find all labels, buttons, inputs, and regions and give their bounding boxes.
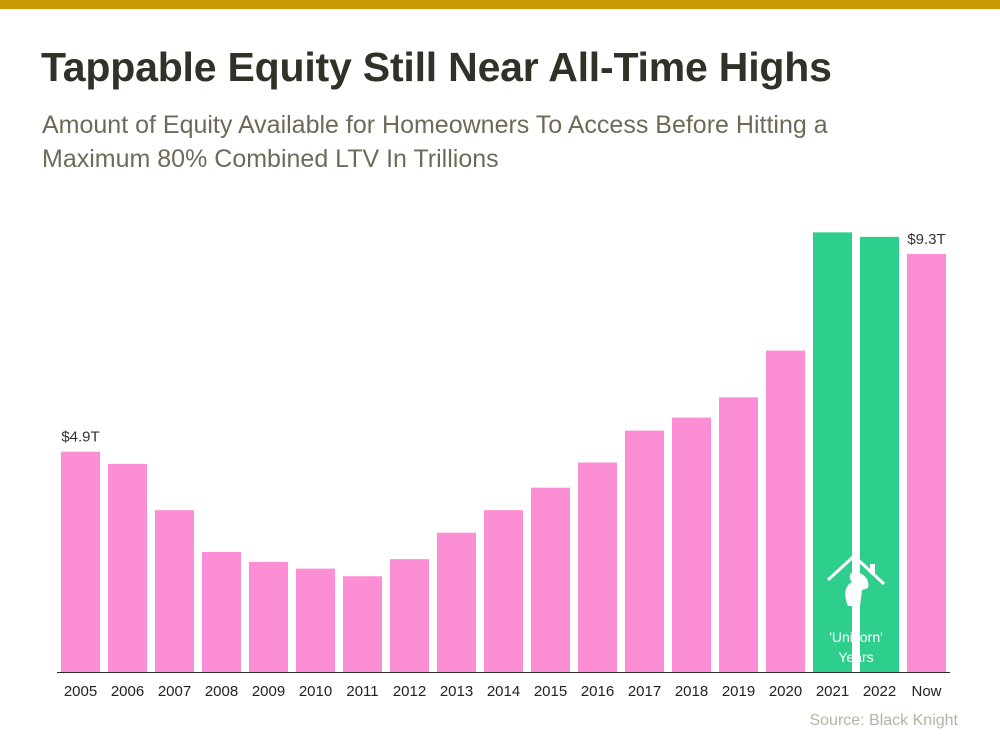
tick-label-2006: 2006 <box>111 683 144 700</box>
bar-2021 <box>813 232 852 672</box>
bar-2016 <box>578 462 617 672</box>
bar-2012 <box>390 559 429 672</box>
tick-label-2013: 2013 <box>440 683 473 700</box>
house-roof-icon <box>826 554 886 586</box>
bar-2011 <box>343 576 382 672</box>
tick-label-2007: 2007 <box>158 683 191 700</box>
tick-label-2015: 2015 <box>534 683 567 700</box>
tick-label-2005: 2005 <box>64 683 97 700</box>
bar-2013 <box>437 532 476 672</box>
tick-label-2008: 2008 <box>205 683 238 700</box>
unicorn-house-icon <box>826 554 886 606</box>
tick-label-2014: 2014 <box>487 683 520 700</box>
tick-label-2020: 2020 <box>769 683 802 700</box>
house-chimney-icon <box>870 564 875 574</box>
bar-2006 <box>108 463 147 672</box>
bar-2007 <box>155 510 194 672</box>
bar-2014 <box>484 510 523 672</box>
bar-2020 <box>766 350 805 672</box>
bar-2019 <box>719 397 758 672</box>
bar-2017 <box>625 430 664 672</box>
bar-2010 <box>296 568 335 672</box>
tick-label-2019: 2019 <box>722 683 755 700</box>
bar-2009 <box>249 561 288 672</box>
unicorn-annotation: 'Unicorn' Years <box>826 554 886 665</box>
bar-now <box>907 253 946 672</box>
tick-label-2010: 2010 <box>299 683 332 700</box>
tick-label-now: Now <box>911 683 941 700</box>
annotation-line-1: 'Unicorn' <box>829 629 883 645</box>
accent-bar <box>0 0 1000 9</box>
annotation-line-2: Years <box>838 649 873 665</box>
bar-2008 <box>202 551 241 672</box>
data-label-2005: $4.9T <box>61 429 99 446</box>
bar-2005 <box>61 451 100 672</box>
tick-label-2021: 2021 <box>816 683 849 700</box>
data-label-now: $9.3T <box>907 231 945 248</box>
tick-label-2012: 2012 <box>393 683 426 700</box>
source-note: Source: Black Knight <box>809 712 958 729</box>
tick-label-2022: 2022 <box>863 683 896 700</box>
chart-subtitle: Amount of Equity Available for Homeowner… <box>42 111 828 173</box>
bar-2022 <box>860 236 899 672</box>
bars-group <box>61 232 946 672</box>
x-tick-labels: 2005 2006 2007 2008 2009 2010 2011 2012 2013 2014… <box>64 683 942 700</box>
bar-2015 <box>531 487 570 672</box>
tick-label-2009: 2009 <box>252 683 285 700</box>
data-labels: $4.9T $9.3T <box>61 231 945 446</box>
chart-title: Tappable Equity Still Near All-Time High… <box>41 44 832 90</box>
tick-label-2018: 2018 <box>675 683 708 700</box>
tick-label-2017: 2017 <box>628 683 661 700</box>
bar-2018 <box>672 417 711 672</box>
unicorn-head-icon <box>845 564 869 606</box>
tick-label-2016: 2016 <box>581 683 614 700</box>
tick-label-2011: 2011 <box>346 683 378 700</box>
